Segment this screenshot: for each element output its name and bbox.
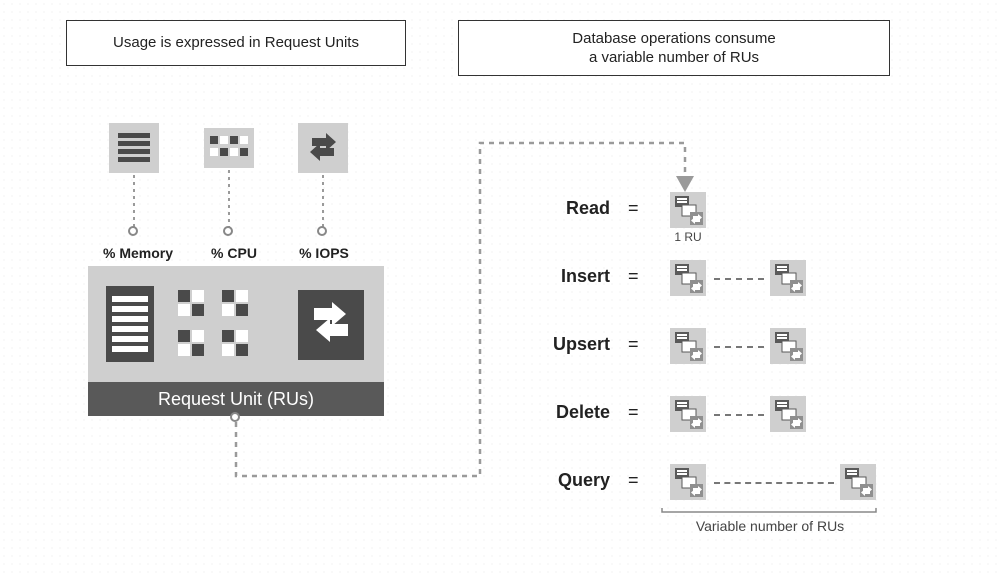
variable-ru-bracket — [0, 0, 1000, 579]
variable-ru-caption: Variable number of RUs — [660, 518, 880, 534]
